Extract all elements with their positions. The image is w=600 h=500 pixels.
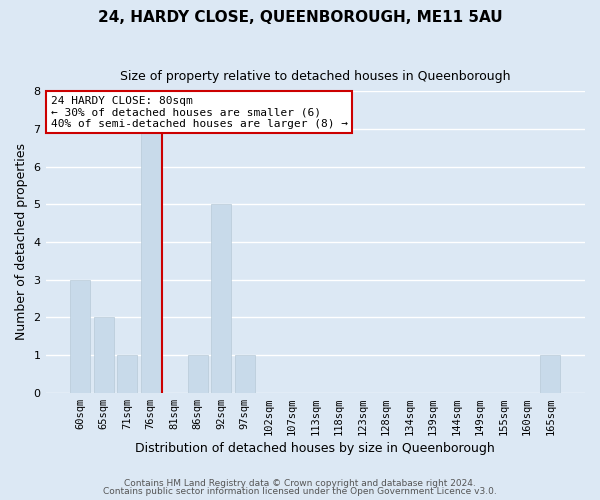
Title: Size of property relative to detached houses in Queenborough: Size of property relative to detached ho… — [120, 70, 511, 83]
Bar — [235, 355, 255, 393]
Bar — [140, 129, 161, 392]
Y-axis label: Number of detached properties: Number of detached properties — [15, 144, 28, 340]
Bar — [211, 204, 231, 392]
Text: 24 HARDY CLOSE: 80sqm
← 30% of detached houses are smaller (6)
40% of semi-detac: 24 HARDY CLOSE: 80sqm ← 30% of detached … — [51, 96, 348, 129]
Text: 24, HARDY CLOSE, QUEENBOROUGH, ME11 5AU: 24, HARDY CLOSE, QUEENBOROUGH, ME11 5AU — [98, 10, 502, 25]
Text: Contains HM Land Registry data © Crown copyright and database right 2024.: Contains HM Land Registry data © Crown c… — [124, 478, 476, 488]
Bar — [117, 355, 137, 393]
Bar — [94, 318, 113, 392]
Bar — [188, 355, 208, 393]
Bar — [70, 280, 90, 392]
Bar — [541, 355, 560, 393]
Text: Contains public sector information licensed under the Open Government Licence v3: Contains public sector information licen… — [103, 487, 497, 496]
X-axis label: Distribution of detached houses by size in Queenborough: Distribution of detached houses by size … — [136, 442, 495, 455]
